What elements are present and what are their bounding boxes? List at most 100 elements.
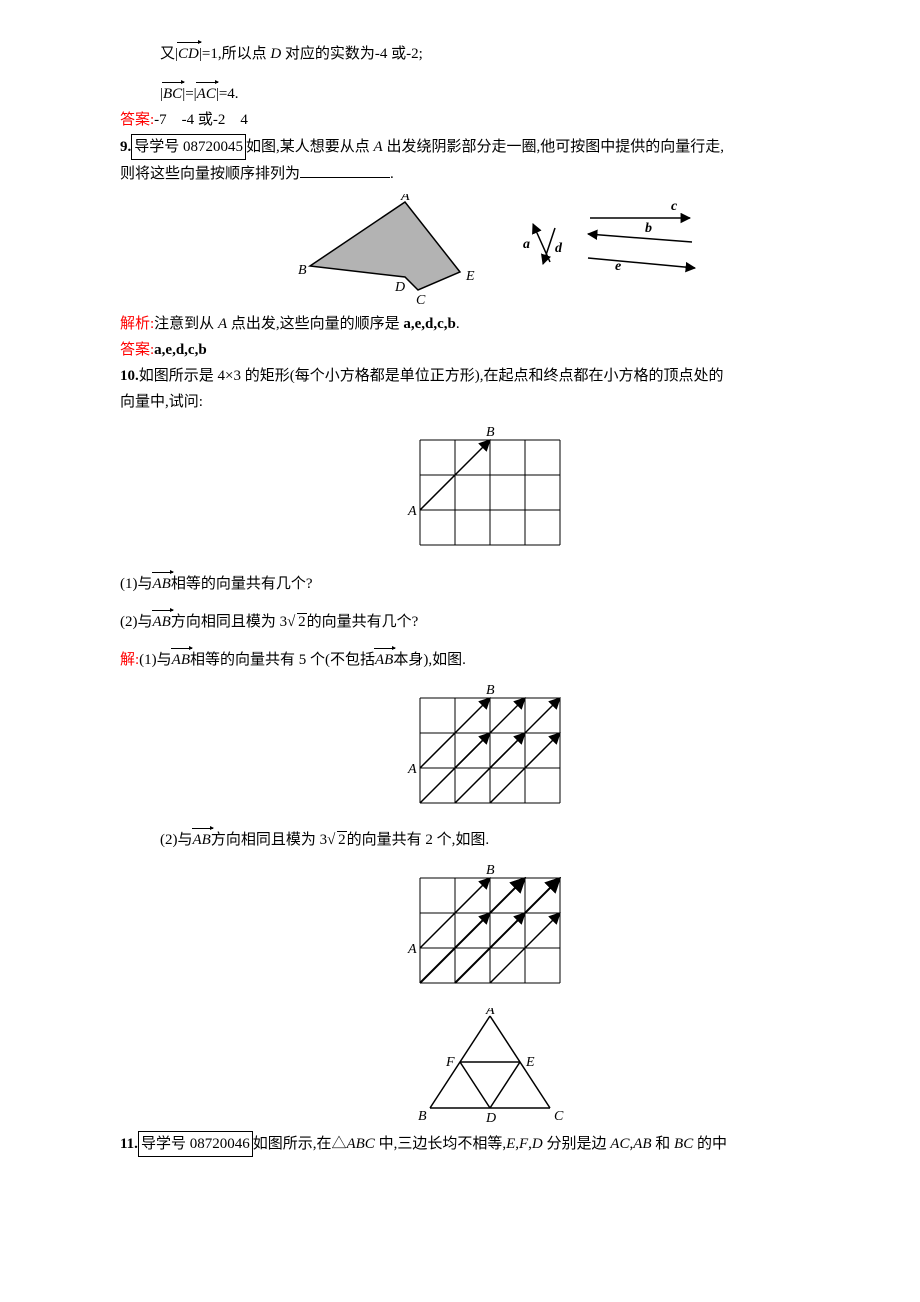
svg-text:C: C (554, 1109, 564, 1123)
txt: |=4. (216, 86, 239, 102)
dxh-text: 导学号 08720046 (141, 1136, 250, 1152)
figure-9: A B C D E a d c b e (120, 194, 860, 304)
txt: 向量中,试问: (120, 394, 203, 410)
txt: 点出发,这些向量的顺序是 (227, 316, 403, 332)
txt: 的中 (693, 1136, 727, 1152)
figure-11-svg: ABCDFE (410, 1008, 570, 1123)
answer-label: 答案: (120, 112, 154, 128)
txt: 相等的向量共有几个? (171, 576, 313, 592)
seq: a,e,d,c,b (403, 316, 456, 332)
vec-ab: AB (153, 610, 171, 634)
txt: 方向相同且模为 3 (211, 832, 327, 848)
var-d: D (532, 1136, 543, 1152)
txt: 和 (652, 1136, 675, 1152)
vec-ab: AB (375, 648, 393, 672)
svg-text:A: A (400, 194, 410, 204)
svg-text:A: A (485, 1008, 495, 1018)
txt: 中,三边长均不相等, (375, 1136, 506, 1152)
svg-text:B: B (486, 683, 495, 698)
svg-text:D: D (394, 280, 405, 295)
txt: (1)与 (139, 652, 172, 668)
var-abc: ABC (346, 1136, 374, 1152)
svg-text:a: a (523, 237, 530, 252)
svg-text:B: B (418, 1109, 427, 1123)
svg-text:e: e (615, 259, 621, 274)
svg-text:B: B (298, 263, 307, 278)
vec-ac: AC (197, 82, 216, 106)
txt: (2)与 (160, 832, 193, 848)
txt: 如图所示,在△ (253, 1136, 347, 1152)
analysis-label: 解析: (120, 316, 154, 332)
seq: a,e,d,c,b (154, 342, 207, 358)
txt: |=| (182, 86, 196, 102)
dxh-box: 导学号 08720045 (131, 134, 246, 160)
answer-text: -7 -4 或-2 4 (154, 112, 248, 128)
txt: 又| (160, 46, 178, 62)
var-e: E (506, 1136, 515, 1152)
txt: 出发绕阴影部分走一圈,他可按图中提供的向量行走, (383, 139, 724, 155)
var-ab: AB (633, 1136, 651, 1152)
sqrt2: 2 (297, 613, 307, 630)
txt: 注意到从 (154, 316, 218, 332)
svg-text:A: A (407, 762, 417, 777)
svg-text:d: d (555, 241, 563, 256)
var-bc: BC (674, 1136, 693, 1152)
svg-text:E: E (465, 269, 475, 284)
figure-10c-svg: AB (400, 860, 580, 1000)
var-ac: AC (610, 1136, 629, 1152)
question-9: 9.导学号 08720045如图,某人想要从点 A 出发绕阴影部分走一圈,他可按… (120, 134, 860, 160)
question-10-2: (2)与AB方向相同且模为 32的向量共有几个? (120, 610, 860, 634)
txt: 对应的实数为-4 或-2; (281, 46, 423, 62)
solution-10: 解:(1)与AB相等的向量共有 5 个(不包括AB本身),如图. (120, 648, 860, 672)
txt: 相等的向量共有 5 个(不包括 (190, 652, 375, 668)
var-A: A (218, 316, 227, 332)
text-bc-line: |BC|=|AC|=4. (160, 82, 860, 106)
vec-ab: AB (153, 572, 171, 596)
txt: 方向相同且模为 3 (171, 614, 287, 630)
figure-10-svg: AB (400, 422, 580, 562)
figure-10b-svg: AB (400, 680, 580, 820)
question-10: 10.如图所示是 4×3 的矩形(每个小方格都是单位正方形),在起点和终点都在小… (120, 364, 860, 388)
svg-text:F: F (445, 1055, 455, 1070)
solution-label: 解: (120, 652, 139, 668)
svg-text:C: C (416, 293, 426, 304)
qnum: 11. (120, 1136, 138, 1152)
txt: |=1,所以点 (199, 46, 270, 62)
question-10-line2: 向量中,试问: (120, 390, 860, 414)
figure-10c: AB (120, 860, 860, 1000)
answer-label: 答案: (120, 342, 154, 358)
svg-text:c: c (671, 199, 678, 214)
dxh-box: 导学号 08720046 (138, 1131, 253, 1157)
blank (300, 177, 390, 178)
question-9-line2: 则将这些向量按顺序排列为. (120, 162, 860, 186)
question-11: 11.导学号 08720046如图所示,在△ABC 中,三边长均不相等,E,F,… (120, 1131, 860, 1157)
txt: 则将这些向量按顺序排列为 (120, 166, 300, 182)
txt: 的向量共有几个? (307, 614, 419, 630)
svg-text:b: b (645, 221, 652, 236)
question-10-1: (1)与AB相等的向量共有几个? (120, 572, 860, 596)
svg-text:A: A (407, 504, 417, 519)
vec-ab: AB (172, 648, 190, 672)
figure-10: AB (120, 422, 860, 562)
txt: (1)与 (120, 576, 153, 592)
vec-bc: BC (163, 82, 182, 106)
vec-ab: AB (193, 828, 211, 852)
text-cd-line: 又|CD|=1,所以点 D 对应的实数为-4 或-2; (160, 42, 860, 66)
answer-9: 答案:a,e,d,c,b (120, 338, 860, 362)
figure-11: ABCDFE (120, 1008, 860, 1123)
figure-10b: AB (120, 680, 860, 820)
qnum: 9. (120, 139, 131, 155)
txt: 分别是边 (543, 1136, 611, 1152)
txt: 的向量共有 2 个,如图. (347, 832, 490, 848)
var-A: A (374, 139, 383, 155)
svg-text:D: D (485, 1111, 496, 1123)
sqrt2: 2 (337, 831, 347, 848)
dxh-text: 导学号 08720045 (134, 139, 243, 155)
var-f: F (519, 1136, 528, 1152)
txt: . (390, 166, 394, 182)
txt: 本身),如图. (393, 652, 466, 668)
analysis-9: 解析:注意到从 A 点出发,这些向量的顺序是 a,e,d,c,b. (120, 312, 860, 336)
answer-8: 答案:-7 -4 或-2 4 (120, 108, 860, 132)
vec-cd: CD (178, 42, 199, 66)
txt: . (456, 316, 460, 332)
